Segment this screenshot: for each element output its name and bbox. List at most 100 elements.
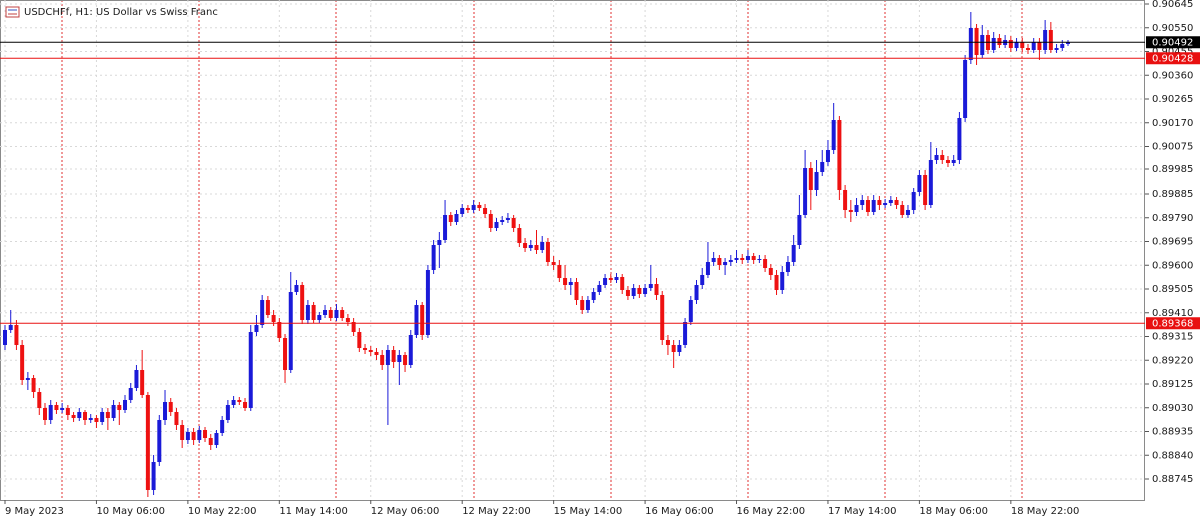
candle-body	[625, 290, 630, 296]
candle-body	[208, 438, 213, 445]
candle-body	[48, 405, 53, 420]
candle-body	[334, 310, 339, 318]
candle-body	[443, 215, 448, 240]
candle-body	[968, 28, 973, 60]
y-tick-label: 0.88840	[1152, 450, 1193, 461]
candle-body	[185, 432, 190, 440]
candle-body	[197, 430, 202, 440]
candle-body	[991, 38, 996, 50]
candle-body	[671, 345, 676, 352]
y-tick-label: 0.90075	[1152, 142, 1193, 153]
plot-frame	[0, 0, 1145, 501]
candle-body	[437, 240, 442, 245]
candle-body	[751, 256, 756, 260]
candle-body	[323, 310, 328, 315]
candle-body	[117, 405, 122, 410]
candle-body	[900, 205, 905, 215]
candle-body	[911, 192, 916, 210]
candle-body	[363, 348, 368, 350]
candle-body	[203, 430, 208, 438]
candle-body	[277, 322, 282, 338]
x-tick-label: 10 May 06:00	[96, 506, 165, 517]
y-tick-label: 0.89220	[1152, 355, 1193, 366]
candle-body	[265, 300, 270, 315]
candle-body	[448, 215, 453, 222]
candle-body	[1025, 48, 1030, 50]
candle-body	[317, 315, 322, 320]
candle-body	[563, 278, 568, 285]
candle-body	[763, 259, 768, 268]
candle-body	[425, 270, 430, 335]
candle-body	[597, 285, 602, 292]
candle-body	[694, 285, 699, 300]
y-tick-label: 0.89600	[1152, 260, 1193, 271]
x-tick-label: 18 May 06:00	[919, 506, 988, 517]
candle-body	[905, 210, 910, 215]
y-tick-label: 0.90645	[1152, 0, 1193, 10]
candle-body	[283, 338, 288, 370]
candle-body	[785, 262, 790, 272]
candle-body	[917, 175, 922, 192]
candle-body	[111, 405, 116, 418]
candle-body	[997, 38, 1002, 45]
candle-body	[460, 208, 465, 214]
candle-body	[494, 222, 499, 228]
candle-body	[385, 350, 390, 365]
candle-body	[643, 288, 648, 294]
candle-body	[774, 275, 779, 290]
candle-body	[951, 160, 956, 163]
candle-body	[523, 243, 528, 248]
candle-body	[831, 120, 836, 150]
candle-body	[397, 355, 402, 362]
candle-body	[311, 305, 316, 320]
candle-body	[654, 284, 659, 295]
y-tick-label: 0.90265	[1152, 94, 1193, 105]
candle-body	[65, 408, 70, 415]
x-tick-label: 9 May 2023	[5, 506, 64, 517]
candle-body	[488, 214, 493, 228]
candle-body	[54, 405, 59, 410]
y-tick-label: 0.89695	[1152, 237, 1193, 248]
candle-body	[848, 210, 853, 212]
x-tick-label: 15 May 14:00	[554, 506, 623, 517]
candle-body	[940, 155, 945, 160]
candle-body	[871, 200, 876, 212]
candle-body	[791, 245, 796, 262]
candle-body	[705, 262, 710, 275]
candle-body	[368, 350, 373, 352]
candle-body	[591, 292, 596, 300]
price-label-box	[1146, 317, 1200, 330]
y-tick-label: 0.89790	[1152, 213, 1193, 224]
candle-body	[974, 28, 979, 55]
candle-body	[888, 200, 893, 203]
candle-body	[465, 208, 470, 210]
chart-title: USDCHFf, H1: US Dollar vs Swiss Franc	[24, 7, 218, 18]
candle-body	[757, 259, 762, 260]
candle-body	[163, 402, 168, 420]
candle-body	[545, 242, 550, 262]
candle-body	[180, 425, 185, 440]
x-tick-label: 12 May 06:00	[371, 506, 440, 517]
candle-body	[168, 402, 173, 412]
candle-body	[585, 300, 590, 310]
candle-body	[728, 260, 733, 262]
price-label-box	[1146, 52, 1200, 65]
candle-body	[220, 420, 225, 433]
candle-body	[374, 352, 379, 355]
candle-body	[420, 305, 425, 335]
x-tick-label: 10 May 22:00	[188, 506, 257, 517]
candle-body	[860, 200, 865, 205]
candle-body	[345, 318, 350, 322]
y-tick-label: 0.89030	[1152, 403, 1193, 414]
y-tick-label: 0.89125	[1152, 379, 1193, 390]
x-tick-label: 16 May 06:00	[645, 506, 714, 517]
candle-body	[408, 335, 413, 365]
candle-body	[77, 412, 82, 418]
x-tick-label: 18 May 22:00	[1011, 506, 1080, 517]
candle-body	[1031, 42, 1036, 50]
candle-body	[825, 150, 830, 162]
candle-body	[540, 242, 545, 250]
candle-body	[797, 215, 802, 245]
